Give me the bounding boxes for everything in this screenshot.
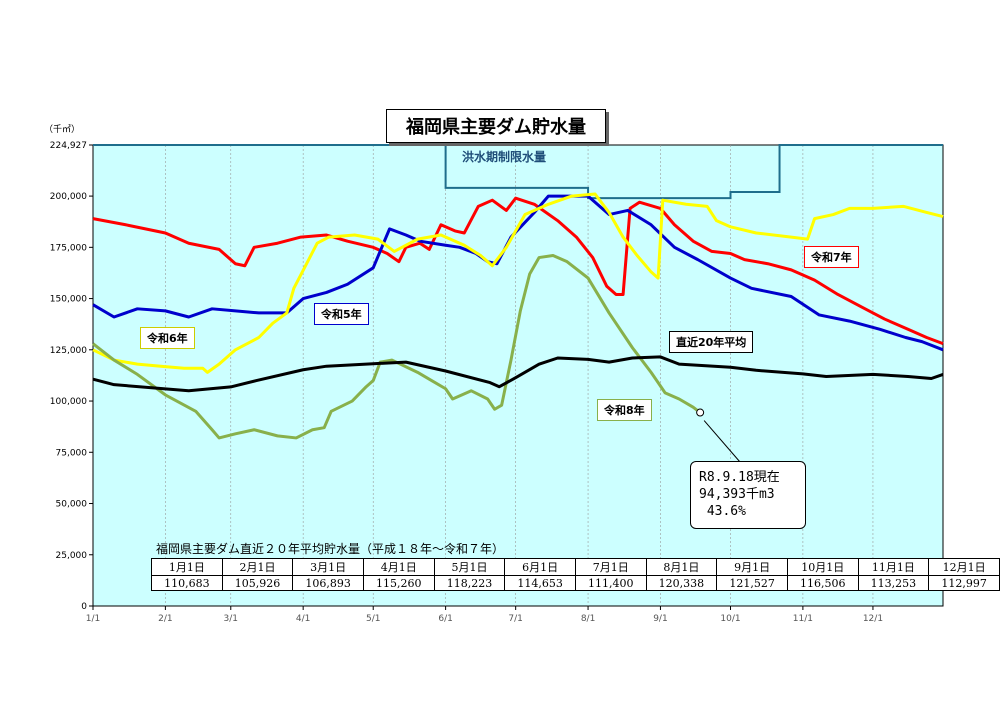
average-table-header-cell: 7月1日 xyxy=(574,558,647,576)
x-tick-label: 2/1 xyxy=(158,614,172,624)
y-tick-label: 224,927 xyxy=(50,141,87,151)
average-table-header-cell: 5月1日 xyxy=(433,558,506,576)
current-status-callout: R8.9.18現在 94,393千m3 43.6% xyxy=(690,461,806,529)
callout-percent: 43.6% xyxy=(699,504,746,519)
y-tick-label: 75,000 xyxy=(56,448,88,458)
y-tick-label: 125,000 xyxy=(50,346,87,356)
x-tick-label: 10/1 xyxy=(720,614,740,624)
y-tick-label: 175,000 xyxy=(50,243,87,253)
flood-limit-label: 洪水期制限水量 xyxy=(462,150,547,164)
y-tick-label: 100,000 xyxy=(50,397,87,407)
average-table-value-cell: 114,653 xyxy=(504,575,576,591)
average-table-value-cell: 120,338 xyxy=(645,575,718,591)
x-tick-label: 11/1 xyxy=(793,614,813,624)
series-line-4 xyxy=(92,355,944,393)
average-table-value-cell: 116,506 xyxy=(786,575,859,591)
series-label-r6: 令和6年 xyxy=(140,327,195,349)
annotation-pointer xyxy=(703,420,741,463)
average-table-value-cell: 113,253 xyxy=(857,575,930,591)
series-label-r5: 令和5年 xyxy=(314,303,369,325)
average-table-value-cell: 112,997 xyxy=(928,575,1000,591)
series-label-r7: 令和7年 xyxy=(804,246,859,268)
average-table-header-cell: 4月1日 xyxy=(362,558,435,576)
average-table-title: 福岡県主要ダム直近２０年平均貯水量（平成１８年～令和７年） xyxy=(156,542,505,556)
average-table-header-row: 1月1日 2月1日 3月1日 4月1日 5月1日 6月1日 7月1日 8月1日 9月1日 10月1… xyxy=(151,558,1000,576)
axes: 0 25,000 50,000 75,000 100,000 125,000 150,000… xyxy=(50,141,883,624)
callout-date: R8.9.18現在 xyxy=(699,470,780,485)
y-tick-label: 200,000 xyxy=(50,192,87,202)
chart-title: 福岡県主要ダム貯水量 xyxy=(386,109,606,143)
x-tick-label: 9/1 xyxy=(653,614,667,624)
series-line-3 xyxy=(92,254,702,440)
average-table-header-cell: 10月1日 xyxy=(786,558,859,576)
x-tick-label: 12/1 xyxy=(863,614,883,624)
x-tick-label: 4/1 xyxy=(296,614,310,624)
x-tick-label: 1/1 xyxy=(86,614,100,624)
average-table-header-cell: 8月1日 xyxy=(645,558,718,576)
series-line-2 xyxy=(92,192,944,374)
average-table: 1月1日 2月1日 3月1日 4月1日 5月1日 6月1日 7月1日 8月1日 9月1日 10月1… xyxy=(151,558,1000,591)
average-table-value-cell: 105,926 xyxy=(221,575,294,591)
series-lines xyxy=(92,192,944,440)
average-table-value-cell: 118,223 xyxy=(433,575,506,591)
series-label-r8: 令和8年 xyxy=(597,399,652,421)
average-table-header-cell: 1月1日 xyxy=(151,558,223,576)
average-table-header-cell: 9月1日 xyxy=(716,558,788,576)
average-table-value-cell: 111,400 xyxy=(574,575,647,591)
average-table-value-row: 110,683 105,926 106,893 115,260 118,223 114,6… xyxy=(151,575,1000,591)
flood-limit-line xyxy=(93,144,943,200)
gridlines xyxy=(165,145,874,606)
series-label-avg: 直近20年平均 xyxy=(669,331,754,353)
x-tick-label: 7/1 xyxy=(508,614,522,624)
x-tick-label: 8/1 xyxy=(581,614,595,624)
x-tick-label: 5/1 xyxy=(366,614,380,624)
average-table-value-cell: 106,893 xyxy=(292,575,364,591)
average-table-header-cell: 12月1日 xyxy=(928,558,1000,576)
average-table-value-cell: 115,260 xyxy=(362,575,435,591)
x-tick-label: 6/1 xyxy=(438,614,452,624)
y-tick-label: 50,000 xyxy=(56,500,88,510)
current-point-marker xyxy=(696,408,705,417)
series-line-1 xyxy=(92,194,944,352)
callout-volume: 94,393千m3 xyxy=(699,487,775,502)
y-tick-label: 25,000 xyxy=(56,551,88,561)
average-table-header-cell: 6月1日 xyxy=(504,558,576,576)
x-tick-label: 3/1 xyxy=(224,614,238,624)
average-table-value-cell: 110,683 xyxy=(151,575,223,591)
average-table-header-cell: 11月1日 xyxy=(857,558,930,576)
y-tick-label: 150,000 xyxy=(50,295,87,305)
average-table-value-cell: 121,527 xyxy=(716,575,788,591)
y-unit-label: （千㎥） xyxy=(44,125,81,135)
y-tick-label: 0 xyxy=(81,602,87,612)
average-table-header-cell: 2月1日 xyxy=(221,558,294,576)
average-table-header-cell: 3月1日 xyxy=(292,558,364,576)
series-line-0 xyxy=(92,196,944,346)
